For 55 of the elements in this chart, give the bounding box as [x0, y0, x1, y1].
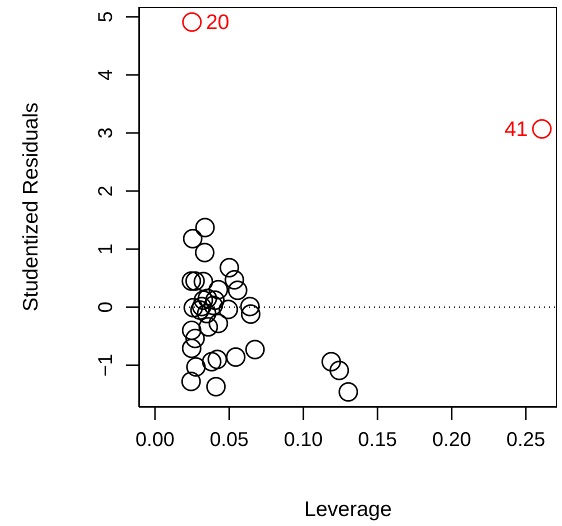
point	[245, 340, 265, 360]
point	[196, 304, 216, 324]
point	[185, 328, 205, 348]
y-axis-title: Studentized Residuals	[19, 102, 42, 312]
point	[194, 272, 214, 292]
point	[182, 320, 202, 340]
point	[218, 300, 238, 320]
point	[329, 360, 350, 380]
x-tick-label: 0.25	[506, 429, 546, 451]
point	[198, 317, 218, 337]
x-tick-label: 0.00	[136, 429, 174, 451]
point	[194, 242, 215, 262]
point	[182, 228, 202, 248]
point	[182, 271, 202, 291]
point	[208, 280, 228, 300]
point	[182, 338, 202, 358]
point	[192, 296, 212, 316]
x-axis-title: Leverage	[304, 498, 392, 521]
annotation: 41	[504, 118, 528, 141]
point	[240, 296, 260, 316]
y-tick-label: −1	[95, 354, 117, 377]
point	[198, 288, 218, 308]
point	[208, 350, 228, 370]
point	[202, 352, 222, 372]
y-tick-label: 3	[95, 127, 117, 139]
point	[181, 372, 201, 392]
point	[204, 296, 224, 316]
point	[194, 290, 214, 310]
y-tick-label: 2	[95, 185, 117, 197]
y-tick-label: 5	[95, 11, 117, 22]
point	[532, 119, 552, 139]
x-tick-label: 0.15	[358, 429, 397, 451]
point	[208, 314, 228, 334]
x-tick-label: 0.10	[284, 429, 323, 451]
point	[205, 290, 225, 310]
y-tick-label: 4	[95, 69, 117, 80]
point	[321, 352, 342, 372]
point	[183, 298, 204, 318]
point	[224, 270, 244, 290]
x-tick-label: 0.20	[432, 429, 472, 451]
point	[182, 12, 202, 32]
point	[185, 271, 205, 291]
point	[195, 218, 215, 238]
point	[206, 376, 226, 396]
x-tick-label: 0.05	[210, 429, 249, 451]
point	[228, 280, 248, 300]
point	[338, 382, 358, 402]
point	[190, 300, 210, 320]
point	[220, 258, 240, 278]
point	[226, 347, 246, 367]
annotation: 20	[206, 11, 230, 34]
point	[240, 304, 260, 324]
y-tick-label: 1	[95, 244, 117, 255]
point	[186, 357, 206, 377]
y-tick-label: 0	[95, 302, 117, 313]
